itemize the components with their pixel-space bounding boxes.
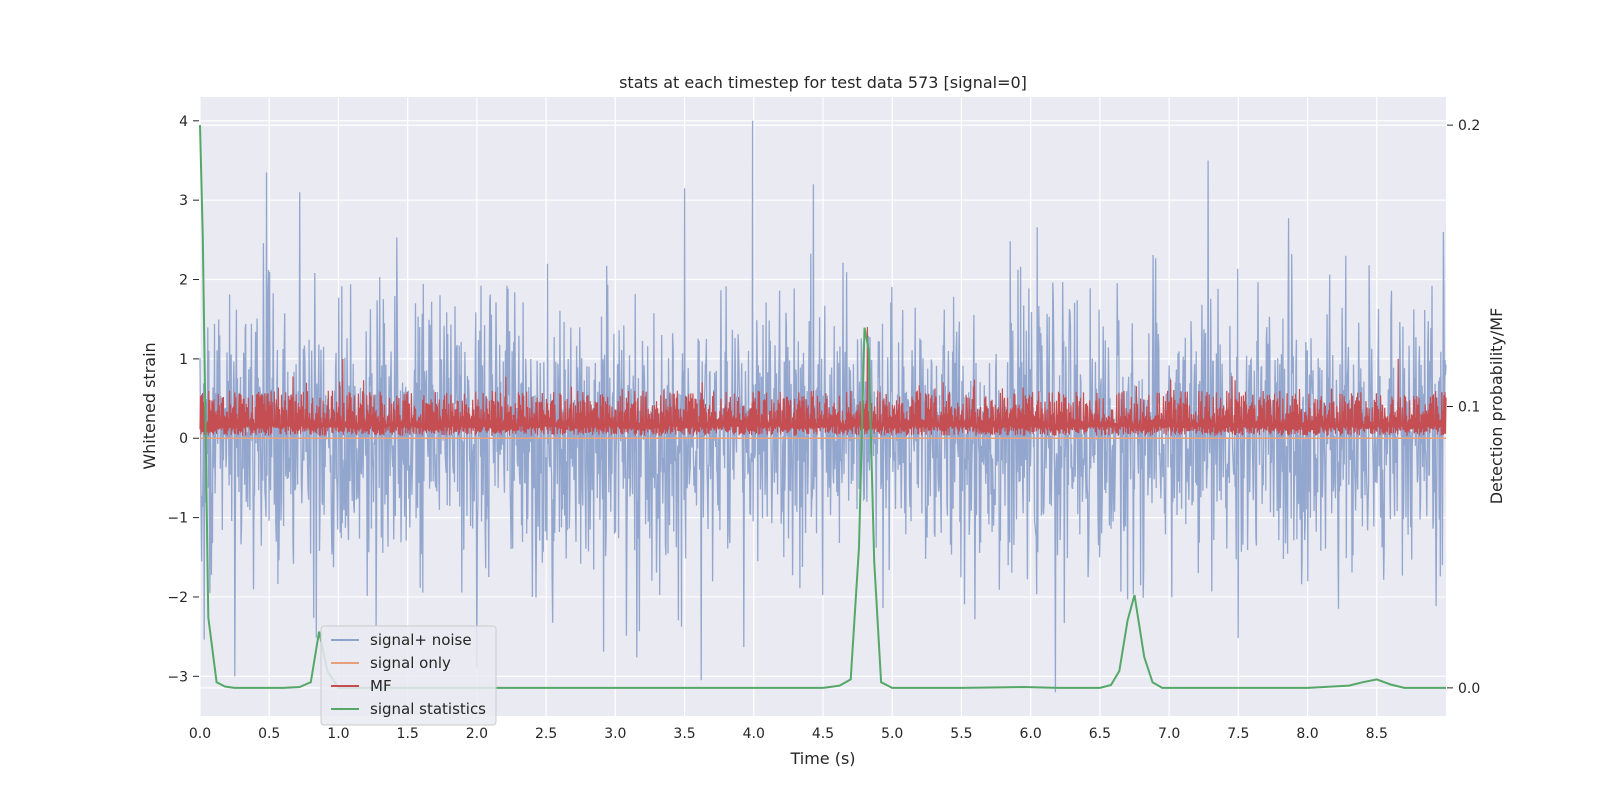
x-tick-label: 3.5 [673,726,695,742]
x-tick-label: 6.0 [1020,726,1042,742]
x-tick-label: 1.5 [397,726,419,742]
x-tick-label: 1.0 [327,726,349,742]
y-tick-label: 4 [179,114,188,130]
x-tick-label: 6.5 [1089,726,1111,742]
x-tick-label: 2.5 [535,726,557,742]
series-line-signal-statistics [199,125,1446,689]
x-tick-label: 8.5 [1366,726,1388,742]
x-axis-label: Time (s) [789,749,855,768]
x-tick-label: 5.5 [950,726,972,742]
legend-box [320,625,497,726]
y2-axis-label: Detection probability/MF [1487,308,1506,505]
legend-label-signal-only: signal only [370,654,451,672]
legend-label-signal-noise: signal+ noise [370,631,472,649]
x-tick-label: 3.0 [604,726,626,742]
series-layer [199,120,1447,693]
y-tick-label: 3 [179,193,188,209]
x-tick-label: 0.0 [189,726,211,742]
chart-title: stats at each timestep for test data 573… [619,73,1027,92]
legend-label-signal-statistics: signal statistics [370,700,486,718]
y-axis-label: Whitened strain [140,342,159,469]
y2-tick-label: 0.2 [1458,118,1480,134]
x-tick-label: 5.0 [881,726,903,742]
x-tick-label: 0.5 [258,726,280,742]
x-tick-label: 7.0 [1158,726,1180,742]
y-tick-label: −2 [167,590,188,606]
x-tick-label: 4.5 [812,726,834,742]
legend-label-mf: MF [370,677,392,695]
y2-tick-label: 0.1 [1458,400,1480,416]
y-tick-label: 2 [179,273,188,289]
y-tick-label: −1 [167,511,188,527]
x-tick-label: 7.5 [1227,726,1249,742]
y-tick-label: 0 [179,431,188,447]
y-tick-label: 1 [179,352,188,368]
y-tick-label: −3 [167,669,188,685]
x-tick-label: 2.0 [466,726,488,742]
x-tick-label: 8.0 [1296,726,1318,742]
series-line-signal-noise [199,120,1447,693]
axes: 0.0 0.5 1.0 1.5 2.0 2.5 3.0 3.5 4.0 4.5 5.0 5.5 6.0 6… [167,114,1480,742]
x-tick-label: 4.0 [743,726,765,742]
series-line-mf [199,327,1447,436]
legend: signal+ noise signal only MF signal stat… [320,625,497,726]
y2-tick-label: 0.0 [1458,681,1480,697]
